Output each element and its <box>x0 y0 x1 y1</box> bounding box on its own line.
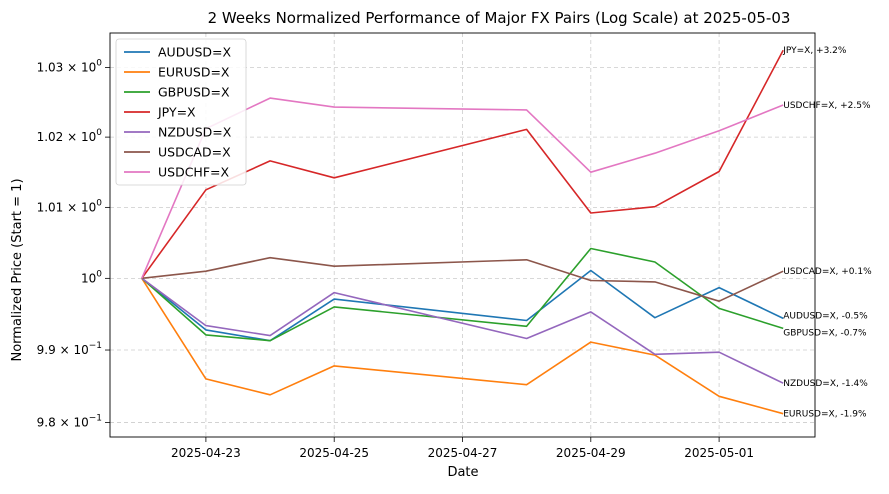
legend-entry-label: GBPUSD=X <box>158 85 230 100</box>
x-tick-label: 2025-04-29 <box>556 446 626 460</box>
legend-entry-label: USDCAD=X <box>158 145 231 160</box>
plot-area: 2025-04-23 2025-04-25 2025-04-27 2025-04-29… <box>37 32 872 460</box>
x-tick-label: 2025-04-25 <box>299 446 369 460</box>
chart-title: 2 Weeks Normalized Performance of Major … <box>208 9 791 27</box>
end-label: EURUSD=X, -1.9% <box>783 410 867 420</box>
end-label: USDCAD=X, +0.1% <box>783 267 872 277</box>
y-tick-label: 1.01 × 100 <box>37 198 103 214</box>
series-line-gbpusd-x <box>141 247 784 342</box>
x-tick-label: 2025-04-23 <box>171 446 241 460</box>
y-tick-label: 1.03 × 100 <box>37 59 103 75</box>
legend-entry-label: NZDUSD=X <box>158 125 232 140</box>
y-tick-label: 9.8 × 10−1 <box>37 413 102 429</box>
end-label: NZDUSD=X, -1.4% <box>783 379 868 389</box>
y-tick-label: 9.9 × 10−1 <box>37 341 102 357</box>
end-label: USDCHF=X, +2.5% <box>783 101 871 111</box>
legend-entry-label: AUDUSD=X <box>158 45 232 60</box>
axes-frame <box>109 32 816 438</box>
legend: AUDUSD=X EURUSD=X GBPUSD=X JPY=X NZDUSD=X USD… <box>115 38 247 186</box>
end-label: GBPUSD=X, -0.7% <box>783 328 867 338</box>
x-tick-label: 2025-04-27 <box>428 446 498 460</box>
end-label: AUDUSD=X, -0.5% <box>783 311 868 321</box>
series-line-eurusd-x <box>141 277 784 415</box>
series-line-usdcad-x <box>141 256 784 303</box>
series-line-audusd-x <box>141 269 784 342</box>
legend-entry-label: EURUSD=X <box>158 65 230 80</box>
legend-box <box>115 38 247 186</box>
x-tick-label: 2025-05-01 <box>684 446 754 460</box>
y-tick-label: 100 <box>81 269 102 285</box>
y-tick-label: 1.02 × 100 <box>37 128 103 144</box>
legend-entry-label: USDCHF=X <box>158 165 230 180</box>
y-axis-label: Normalized Price (Start = 1) <box>10 178 25 361</box>
series-line-nzdusd-x <box>141 277 784 384</box>
legend-entry-label: JPY=X <box>157 105 196 120</box>
x-axis-label: Date <box>447 465 478 480</box>
